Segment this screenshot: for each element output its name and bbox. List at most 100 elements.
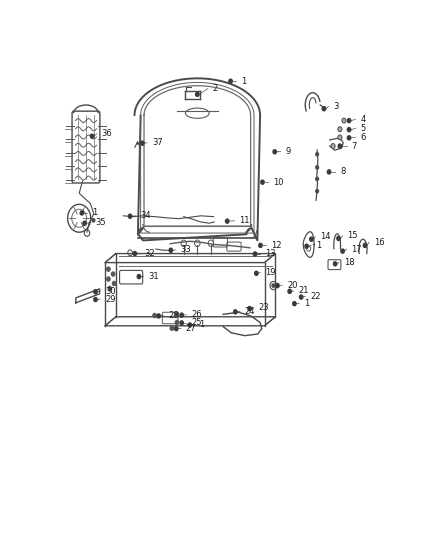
Circle shape xyxy=(341,249,344,253)
Circle shape xyxy=(94,297,97,302)
Circle shape xyxy=(113,281,116,286)
Circle shape xyxy=(196,92,199,96)
Circle shape xyxy=(316,152,318,156)
Circle shape xyxy=(175,312,179,317)
Text: 15: 15 xyxy=(347,231,358,240)
Text: 3: 3 xyxy=(333,102,339,111)
Circle shape xyxy=(170,326,173,330)
Circle shape xyxy=(338,127,342,132)
Circle shape xyxy=(347,136,351,140)
Circle shape xyxy=(128,214,132,219)
Text: 36: 36 xyxy=(102,129,112,138)
Text: 13: 13 xyxy=(265,249,276,259)
Text: 37: 37 xyxy=(152,138,162,147)
Circle shape xyxy=(175,327,178,330)
Circle shape xyxy=(188,323,191,327)
Circle shape xyxy=(180,313,184,317)
Circle shape xyxy=(316,177,318,181)
Circle shape xyxy=(337,236,340,240)
Circle shape xyxy=(83,221,86,225)
Circle shape xyxy=(253,252,257,256)
Circle shape xyxy=(305,244,308,248)
Circle shape xyxy=(90,134,94,138)
Text: 25: 25 xyxy=(191,318,202,327)
Circle shape xyxy=(153,313,156,318)
Text: 11: 11 xyxy=(240,216,250,225)
Circle shape xyxy=(229,79,232,83)
Circle shape xyxy=(180,321,184,325)
Circle shape xyxy=(293,302,296,306)
Text: 6: 6 xyxy=(360,133,366,142)
Circle shape xyxy=(327,170,331,174)
Circle shape xyxy=(273,150,276,154)
Text: 33: 33 xyxy=(180,245,191,254)
Circle shape xyxy=(363,243,367,247)
Text: 5: 5 xyxy=(360,124,365,133)
Text: 1: 1 xyxy=(304,298,309,308)
Circle shape xyxy=(233,310,237,314)
Circle shape xyxy=(259,243,262,247)
Text: 26: 26 xyxy=(191,310,202,319)
Circle shape xyxy=(248,306,251,311)
Text: 29: 29 xyxy=(105,295,116,304)
Circle shape xyxy=(316,190,318,193)
Text: 22: 22 xyxy=(310,292,321,301)
Text: 4: 4 xyxy=(360,115,365,124)
Circle shape xyxy=(310,237,313,241)
Text: 20: 20 xyxy=(287,281,297,289)
Circle shape xyxy=(276,284,279,288)
Text: 16: 16 xyxy=(374,238,385,247)
Text: 24: 24 xyxy=(245,307,255,316)
Circle shape xyxy=(107,277,110,281)
Circle shape xyxy=(107,267,110,271)
Circle shape xyxy=(338,144,342,148)
Circle shape xyxy=(92,219,95,222)
Text: 17: 17 xyxy=(351,245,362,254)
Circle shape xyxy=(300,295,303,299)
Text: 32: 32 xyxy=(145,249,155,257)
Text: 30: 30 xyxy=(105,287,116,296)
Circle shape xyxy=(254,271,258,276)
Text: 35: 35 xyxy=(95,219,106,227)
Text: 8: 8 xyxy=(340,167,345,176)
Circle shape xyxy=(108,286,111,290)
Text: 1: 1 xyxy=(316,241,321,250)
Circle shape xyxy=(141,141,144,145)
Text: 23: 23 xyxy=(259,303,269,312)
Text: 7: 7 xyxy=(351,142,357,150)
Circle shape xyxy=(347,127,351,132)
Circle shape xyxy=(338,135,342,140)
Circle shape xyxy=(175,320,179,325)
Circle shape xyxy=(333,262,337,266)
Circle shape xyxy=(157,314,160,318)
Circle shape xyxy=(347,118,351,123)
Circle shape xyxy=(288,289,291,293)
Text: 9: 9 xyxy=(286,147,291,156)
Circle shape xyxy=(322,107,325,111)
Text: 18: 18 xyxy=(344,257,355,266)
Circle shape xyxy=(272,284,275,287)
Text: 1: 1 xyxy=(92,208,97,217)
Text: 19: 19 xyxy=(265,268,276,277)
Circle shape xyxy=(169,248,173,252)
Circle shape xyxy=(261,180,264,184)
Circle shape xyxy=(137,274,141,279)
Circle shape xyxy=(111,272,115,276)
Text: 1: 1 xyxy=(199,320,205,329)
Circle shape xyxy=(342,118,346,123)
Text: 31: 31 xyxy=(148,272,159,281)
Text: 10: 10 xyxy=(273,177,283,187)
Text: 12: 12 xyxy=(271,241,281,250)
Text: 27: 27 xyxy=(186,324,196,333)
Circle shape xyxy=(80,211,84,215)
Text: 21: 21 xyxy=(298,286,309,295)
Text: 14: 14 xyxy=(320,232,331,241)
Circle shape xyxy=(316,166,318,169)
Text: 28: 28 xyxy=(168,311,179,320)
Circle shape xyxy=(133,252,137,256)
Circle shape xyxy=(226,219,229,223)
Text: 2: 2 xyxy=(212,84,218,93)
Text: 34: 34 xyxy=(140,211,151,220)
Circle shape xyxy=(94,290,97,294)
Text: 1: 1 xyxy=(241,77,246,86)
